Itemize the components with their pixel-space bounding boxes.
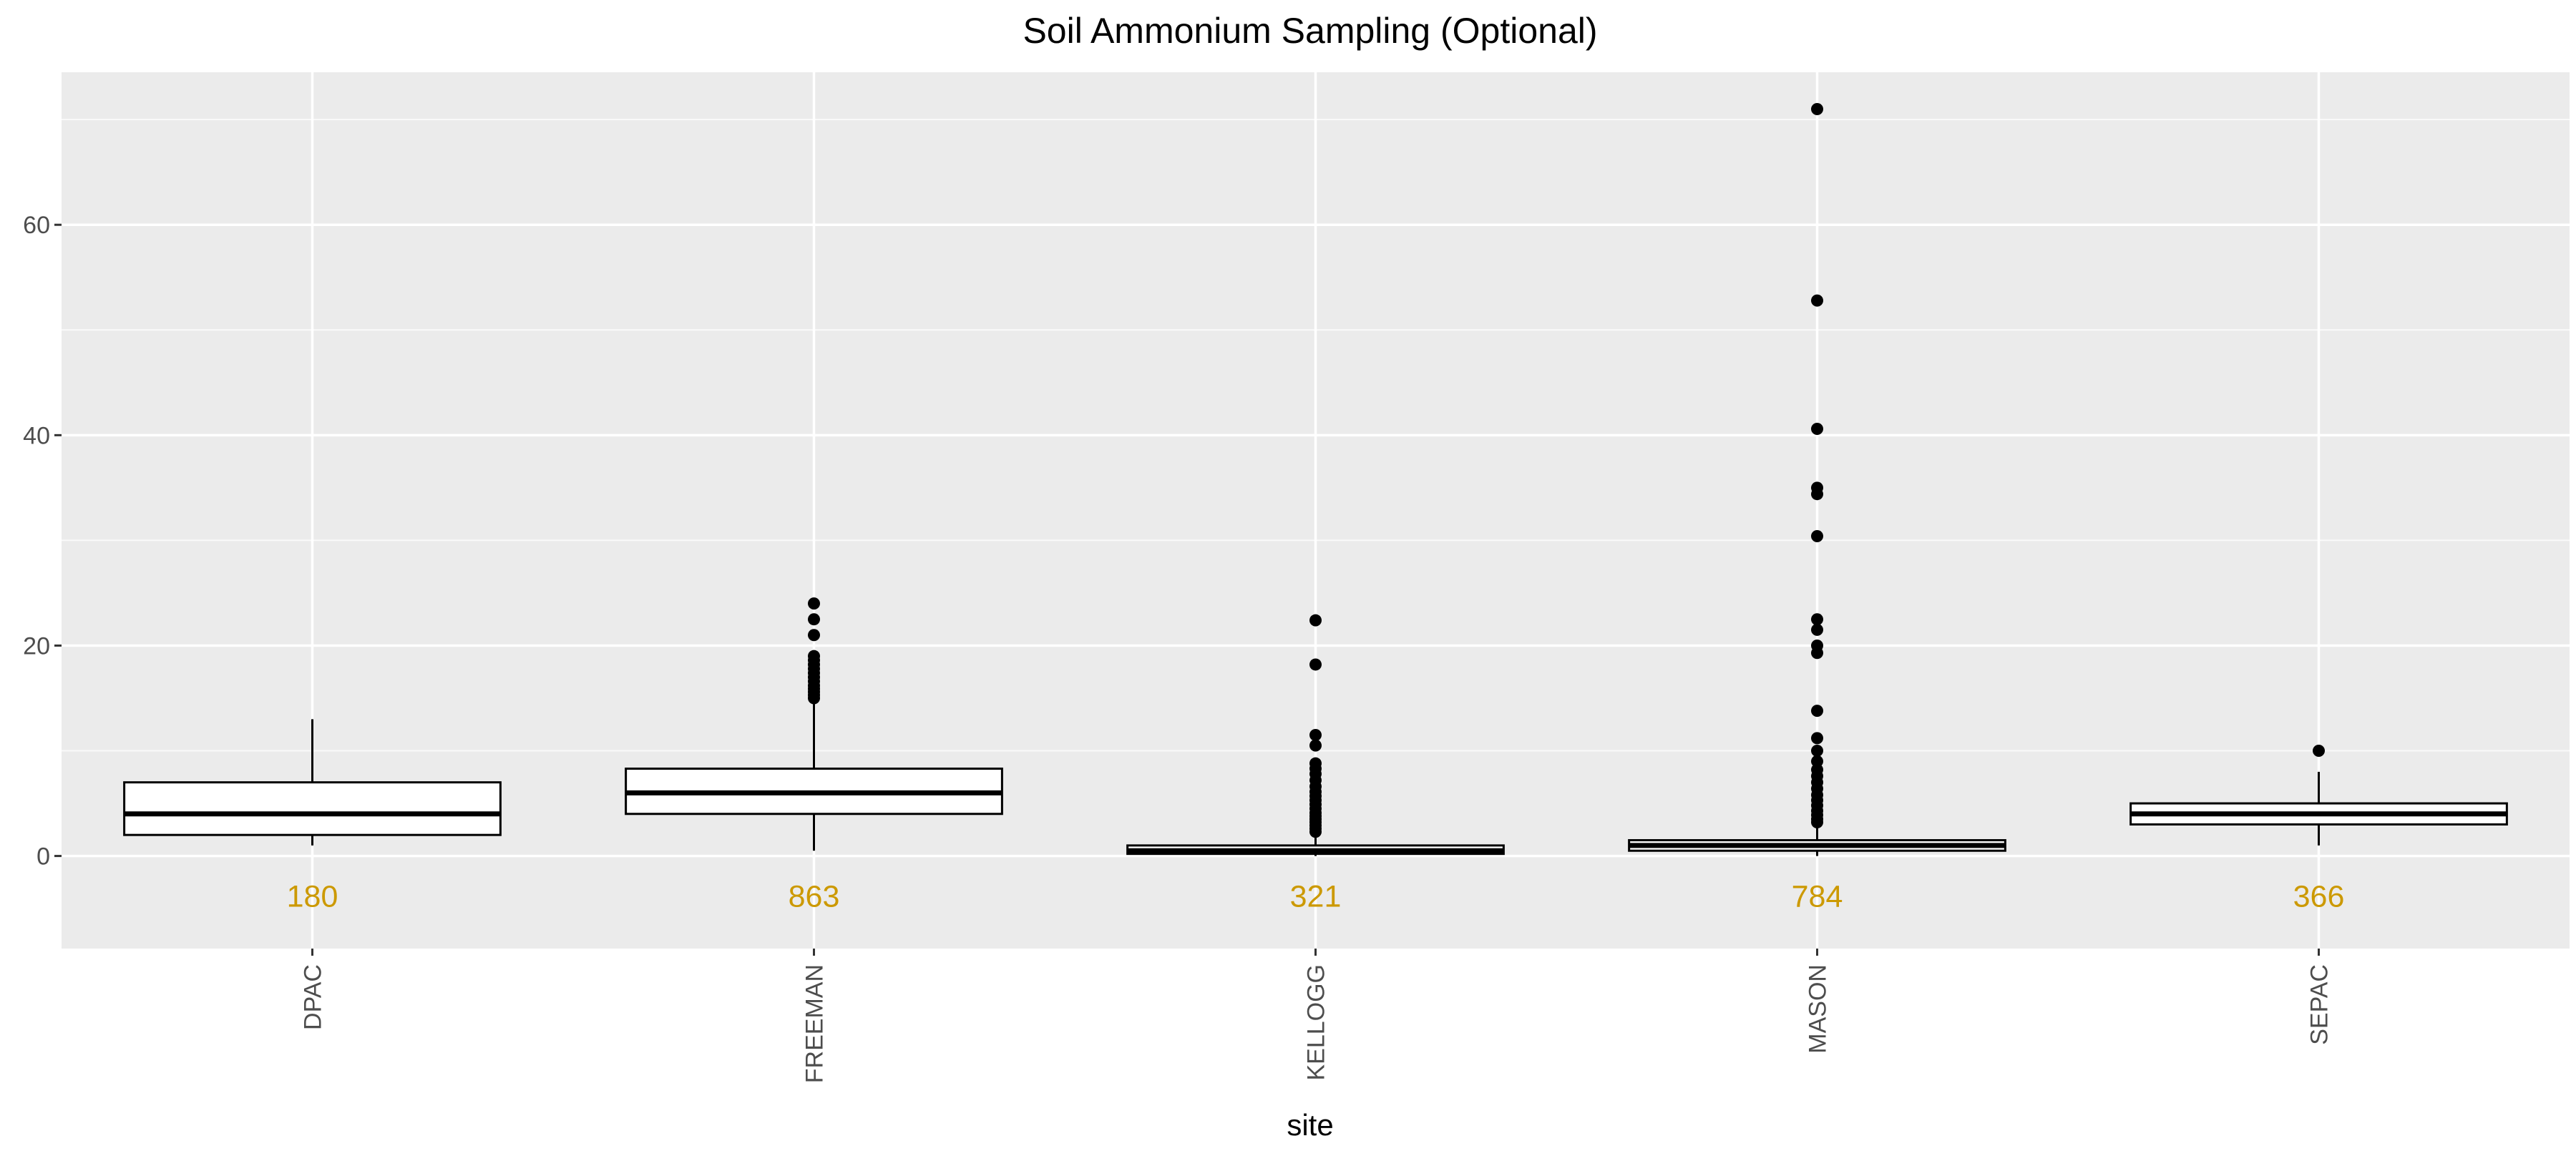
x-tick-label-sepac: SEPAC bbox=[2306, 964, 2333, 1045]
count-label-dpac: 180 bbox=[287, 879, 338, 914]
outlier-point bbox=[808, 650, 820, 662]
outlier-point bbox=[1811, 481, 1823, 494]
outlier-point bbox=[1309, 728, 1322, 741]
chart-title: Soil Ammonium Sampling (Optional) bbox=[1023, 11, 1597, 51]
x-tick-label-dpac: DPAC bbox=[300, 964, 327, 1030]
outlier-point bbox=[808, 629, 820, 642]
outlier-point bbox=[1811, 530, 1823, 543]
y-tick-label: 20 bbox=[23, 632, 50, 660]
outlier-point bbox=[1309, 757, 1322, 770]
box-sepac bbox=[2129, 745, 2508, 846]
y-axis: 0 20 40 60 bbox=[23, 212, 62, 871]
box-mason bbox=[1628, 102, 2006, 856]
outlier-point bbox=[1811, 102, 1823, 115]
x-axis-title: site bbox=[1287, 1108, 1333, 1142]
x-tick-label-mason: MASON bbox=[1805, 964, 1832, 1054]
box-layer bbox=[123, 102, 2508, 856]
box-freeman bbox=[625, 597, 1003, 851]
y-tick-label: 40 bbox=[23, 422, 50, 449]
outlier-point bbox=[1811, 745, 1823, 758]
y-tick-label: 0 bbox=[36, 843, 50, 871]
grid-lines bbox=[62, 72, 2570, 949]
outlier-point bbox=[2313, 745, 2325, 758]
outlier-point bbox=[1811, 755, 1823, 768]
count-label-mason: 784 bbox=[1792, 879, 1843, 914]
outlier-point bbox=[808, 613, 820, 626]
outlier-point bbox=[1309, 658, 1322, 671]
outlier-point bbox=[1811, 423, 1823, 436]
x-tick-label-kellogg: KELLOGG bbox=[1303, 964, 1330, 1081]
count-labels: 180 863 321 784 366 bbox=[287, 879, 2345, 914]
outlier-point bbox=[1309, 614, 1322, 627]
iqr-box bbox=[123, 781, 502, 836]
count-label-sepac: 366 bbox=[2293, 879, 2345, 914]
count-label-kellogg: 321 bbox=[1290, 879, 1342, 914]
outlier-point bbox=[1811, 294, 1823, 307]
x-tick-label-freeman: FREEMAN bbox=[801, 964, 829, 1083]
box-dpac bbox=[123, 719, 502, 846]
outlier-point bbox=[1811, 705, 1823, 717]
outlier-point bbox=[1811, 763, 1823, 776]
outlier-point bbox=[1811, 613, 1823, 626]
count-label-freeman: 863 bbox=[789, 879, 840, 914]
outlier-point bbox=[808, 597, 820, 610]
y-tick-label: 60 bbox=[23, 212, 50, 239]
outlier-point bbox=[1811, 732, 1823, 745]
box-kellogg bbox=[1126, 614, 1505, 856]
outlier-point bbox=[1811, 623, 1823, 636]
x-axis: DPAC FREEMAN KELLOGG MASON SEPAC bbox=[300, 949, 2333, 1083]
outlier-point bbox=[1309, 739, 1322, 752]
outlier-point bbox=[1811, 639, 1823, 652]
